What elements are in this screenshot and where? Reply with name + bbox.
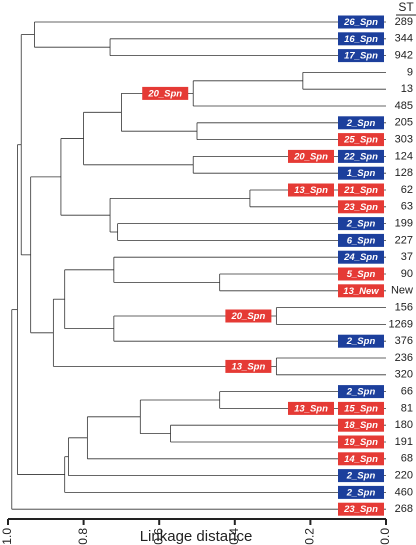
tag-box [338, 166, 384, 180]
tag-label: 20_Spn [293, 151, 328, 162]
tag-box [338, 435, 384, 449]
x-axis-label: Linkage distance [140, 528, 253, 545]
st-label: 320 [395, 369, 413, 381]
tag-box [338, 116, 384, 130]
tag-label: 20_Spn [230, 311, 265, 322]
st-label: 66 [401, 386, 413, 398]
tag-box [338, 502, 384, 516]
tag-box [338, 149, 384, 163]
tag-label: 22_Spn [343, 151, 378, 162]
st-label: 81 [401, 402, 413, 414]
tag-box [338, 133, 384, 147]
tag-label: 23_Spn [343, 504, 378, 515]
tag-box [225, 359, 272, 373]
tag-box [338, 485, 384, 499]
tag-label: 23_Spn [343, 202, 378, 213]
tag-box [338, 267, 384, 281]
tag-label: 2_Spn [346, 471, 376, 482]
st-label: 199 [395, 218, 413, 230]
tag-label: 13_Spn [294, 403, 328, 414]
tag-box [338, 200, 384, 214]
tag-box [142, 86, 189, 100]
st-label: 124 [395, 150, 413, 162]
st-label: 485 [395, 100, 413, 112]
x-tick-label: 0.0 [378, 528, 392, 545]
tag-label: 21_Spn [343, 185, 378, 196]
tag-box [288, 401, 334, 415]
x-tick-label: 0.2 [303, 528, 317, 545]
tag-label: 17_Spn [344, 51, 378, 62]
tag-label: 2_Spn [346, 118, 376, 129]
tag-label: 1_Spn [347, 168, 376, 179]
tag-label: 26_Spn [343, 17, 378, 28]
tag-label: 2_Spn [346, 336, 376, 347]
st-label: 156 [395, 302, 413, 314]
st-label: 13 [401, 83, 413, 95]
tag-box [338, 385, 384, 399]
tag-box [338, 452, 384, 466]
tag-box [338, 284, 384, 298]
tag-label: 6_Spn [347, 235, 376, 246]
tag-box [338, 217, 384, 231]
tag-label: 19_Spn [344, 437, 378, 448]
st-label: 303 [395, 134, 413, 146]
tag-label: 20_Spn [147, 88, 182, 99]
x-tick-label: 0.6 [151, 528, 165, 545]
st-label: New [391, 285, 413, 297]
x-tick-label: 0.8 [76, 528, 90, 545]
st-label: 460 [395, 486, 413, 498]
tag-label: 24_Spn [343, 252, 378, 263]
st-label: 9 [407, 66, 413, 78]
tag-label: 13_Spn [231, 361, 265, 372]
st-label: 344 [395, 33, 413, 45]
st-label: 227 [395, 234, 413, 246]
st-label: 191 [395, 436, 413, 448]
tag-label: 25_Spn [343, 135, 378, 146]
st-label: 289 [395, 16, 413, 28]
st-label: 180 [395, 419, 413, 431]
tag-box [338, 469, 384, 483]
tag-box [338, 401, 384, 415]
tag-label: 13_New [343, 286, 379, 297]
tag-box [338, 334, 384, 348]
tag-box [338, 418, 384, 432]
st-label: 37 [401, 251, 413, 263]
st-label: 942 [395, 50, 413, 62]
st-label: 68 [401, 453, 413, 465]
tag-label: 14_Spn [344, 454, 378, 465]
tag-box [338, 15, 384, 29]
st-label: 1269 [389, 318, 413, 330]
st-label: 63 [401, 201, 413, 213]
x-tick-label: 0.4 [227, 528, 241, 545]
tag-box [338, 32, 384, 46]
st-label: 220 [395, 470, 413, 482]
tag-label: 5_Spn [347, 269, 376, 280]
tag-label: 2_Spn [346, 487, 376, 498]
x-tick-label: 1.0 [0, 528, 14, 545]
tag-label: 2_Spn [346, 219, 376, 230]
st-label: 236 [395, 352, 413, 364]
tag-box [338, 183, 384, 197]
tag-label: 16_Spn [344, 34, 378, 45]
tag-label: 13_Spn [294, 185, 328, 196]
tag-box [338, 250, 384, 264]
st-header: ST [398, 0, 414, 14]
st-label: 205 [395, 117, 413, 129]
tag-box [288, 183, 334, 197]
tag-box [338, 49, 384, 63]
st-label: 128 [395, 167, 413, 179]
st-label: 376 [395, 335, 413, 347]
tag-box [338, 233, 384, 247]
st-label: 90 [401, 268, 413, 280]
st-label: 268 [395, 503, 413, 515]
tag-box [225, 309, 272, 323]
st-label: 62 [401, 184, 413, 196]
tag-box [288, 149, 334, 163]
tag-label: 2_Spn [346, 387, 376, 398]
tag-label: 15_Spn [344, 403, 378, 414]
tag-label: 18_Spn [344, 420, 378, 431]
